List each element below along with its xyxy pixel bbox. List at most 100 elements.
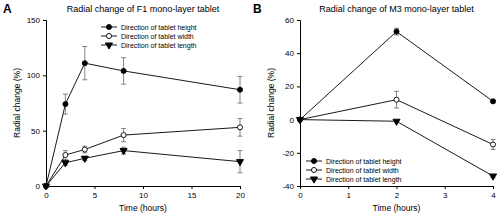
point <box>63 102 68 107</box>
x-tick-mark <box>240 186 241 189</box>
point <box>121 133 126 138</box>
y-tick-mark <box>43 75 46 76</box>
point <box>81 156 88 162</box>
point <box>490 99 495 104</box>
x-tick-mark <box>192 186 193 189</box>
y-tick: 20 <box>285 82 300 91</box>
y-tick-label: -40 <box>282 182 294 191</box>
error-bar-cap <box>238 150 243 151</box>
x-tick: 20 <box>236 186 245 200</box>
x-tick-label: 20 <box>236 191 245 200</box>
y-tick: 150 <box>27 16 46 25</box>
error-bar <box>121 58 126 85</box>
legend-item: Direction of tablet height <box>306 158 402 166</box>
y-axis: 050100150 <box>27 16 47 191</box>
point <box>237 87 242 92</box>
point <box>62 161 69 167</box>
legend-marker <box>311 158 316 163</box>
error-bar <box>121 128 126 141</box>
legend-label: Direction of tablet height <box>326 158 402 166</box>
error-bar-cap <box>121 147 126 148</box>
error-bar <box>63 151 68 160</box>
series-line <box>300 120 493 176</box>
x-tick-label: 0 <box>298 191 303 200</box>
error-bar-cap <box>121 57 126 58</box>
y-tick-label: 0 <box>290 116 295 125</box>
point <box>120 149 127 155</box>
error-bar-cap <box>82 79 87 80</box>
x-tick-mark <box>445 186 446 189</box>
point <box>82 147 87 152</box>
x-tick: 15 <box>188 186 197 200</box>
series <box>43 47 242 189</box>
error-bar-cap <box>121 128 126 129</box>
y-tick-label: 50 <box>31 127 40 136</box>
legend-marker <box>310 177 317 183</box>
point <box>121 68 126 73</box>
error-bar <box>394 28 399 35</box>
y-axis-line <box>43 21 47 187</box>
y-tick: 40 <box>285 49 300 58</box>
x-tick-mark <box>493 186 494 189</box>
y-tick: -40 <box>282 182 300 191</box>
x-tick: 1 <box>347 186 352 200</box>
legend-marker <box>311 167 316 172</box>
error-bar <box>491 140 496 150</box>
error-bar-cap <box>238 103 243 104</box>
y-axis-title: Radial change (%) <box>266 68 276 138</box>
error-bar-cap <box>63 114 68 115</box>
x-axis-title: Time (hours) <box>373 203 421 213</box>
legend-label: Direction of tablet width <box>121 33 194 40</box>
figure: ARadial change of F1 mono-layer tablet05… <box>0 0 500 220</box>
error-bar-cap <box>63 94 68 95</box>
point <box>42 184 49 190</box>
x-tick: 4 <box>491 186 496 200</box>
point <box>394 29 399 34</box>
legend-item: Direction of tablet length <box>306 176 402 184</box>
series-line <box>46 127 240 186</box>
x-tick-label: 5 <box>93 191 98 200</box>
y-axis-title: Radial change (%) <box>12 68 22 138</box>
y-tick-mark <box>297 20 300 21</box>
panel-label: A <box>3 2 12 16</box>
x-tick-label: 10 <box>139 191 148 200</box>
x-tick-label: 0 <box>44 191 49 200</box>
series-line <box>300 32 493 120</box>
point <box>63 152 68 157</box>
x-tick: 2 <box>395 186 400 200</box>
series <box>43 118 242 188</box>
error-bar-cap <box>238 136 243 137</box>
point <box>237 125 242 130</box>
error-bar <box>491 100 496 103</box>
legend-label: Direction of tablet length <box>326 176 402 184</box>
y-tick-mark <box>43 20 46 21</box>
error-bar-cap <box>491 139 496 140</box>
error-bar-cap <box>121 84 126 85</box>
legend-label: Direction of tablet width <box>326 167 399 174</box>
y-tick-label: 100 <box>27 71 41 80</box>
x-tick: 5 <box>93 186 98 200</box>
y-tick-label: 40 <box>285 49 294 58</box>
y-tick: 60 <box>285 16 300 25</box>
legend: Direction of tablet heightDirection of t… <box>306 158 402 184</box>
error-bar-cap <box>238 76 243 77</box>
y-tick-label: -20 <box>282 149 294 158</box>
error-bar <box>82 47 87 80</box>
point <box>489 174 496 180</box>
point <box>82 61 87 66</box>
x-tick-mark <box>397 186 398 189</box>
series <box>297 28 495 122</box>
legend-item: Direction of tablet height <box>101 24 197 32</box>
error-bar-cap <box>82 46 87 47</box>
x-axis-line <box>47 187 241 190</box>
legend: Direction of tablet heightDirection of t… <box>101 24 197 50</box>
x-tick: 3 <box>443 186 448 200</box>
legend-marker <box>106 33 111 38</box>
y-axis-line <box>297 21 301 187</box>
x-tick-label: 1 <box>347 191 352 200</box>
error-bar-cap <box>121 141 126 142</box>
x-tick: 0 <box>298 186 303 200</box>
y-tick-label: 150 <box>27 16 41 25</box>
series-line <box>46 63 240 186</box>
panel: BRadial change of M3 mono-layer tablet01… <box>253 2 497 213</box>
